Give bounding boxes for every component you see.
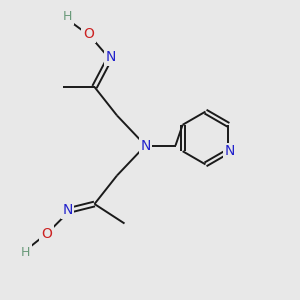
- Text: N: N: [140, 139, 151, 152]
- Text: O: O: [83, 28, 94, 41]
- Text: O: O: [41, 227, 52, 241]
- Text: N: N: [225, 144, 235, 158]
- Text: H: H: [63, 10, 72, 23]
- Text: N: N: [106, 50, 116, 64]
- Text: H: H: [21, 245, 30, 259]
- Text: N: N: [62, 203, 73, 217]
